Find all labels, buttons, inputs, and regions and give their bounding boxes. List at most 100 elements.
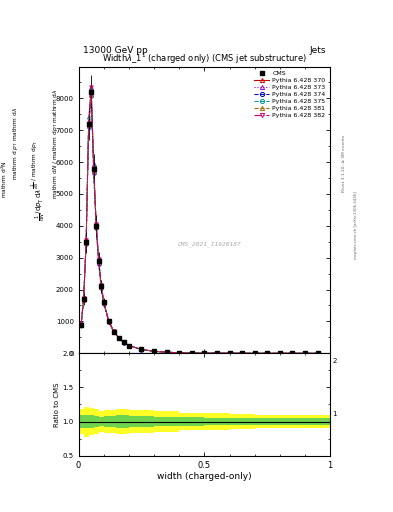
Pythia 6.428 373 bbox=[152, 348, 156, 354]
Pythia 6.428 382 bbox=[89, 84, 94, 91]
Pythia 6.428 374 bbox=[99, 285, 104, 291]
Pythia 6.428 381 bbox=[215, 350, 219, 356]
Pythia 6.428 373 bbox=[107, 318, 111, 325]
Pythia 6.428 374 bbox=[152, 348, 156, 354]
Pythia 6.428 374 bbox=[303, 350, 307, 356]
Pythia 6.428 373 bbox=[315, 350, 320, 356]
Pythia 6.428 370 bbox=[91, 164, 96, 170]
Line: Pythia 6.428 374: Pythia 6.428 374 bbox=[79, 94, 319, 355]
Pythia 6.428 370 bbox=[303, 350, 307, 356]
Pythia 6.428 382 bbox=[164, 349, 169, 355]
Text: mathrm d$N$ / mathrm d$p_\mathrm{T}$ mathrm d$\lambda$: mathrm d$N$ / mathrm d$p_\mathrm{T}$ mat… bbox=[51, 88, 59, 199]
Pythia 6.428 382 bbox=[112, 328, 116, 334]
Pythia 6.428 381 bbox=[84, 240, 88, 246]
Text: mcplots.cern.ch [arXiv:1306.3436]: mcplots.cern.ch [arXiv:1306.3436] bbox=[354, 191, 358, 259]
Pythia 6.428 381 bbox=[112, 329, 116, 335]
Pythia 6.428 370 bbox=[79, 322, 83, 328]
Pythia 6.428 381 bbox=[252, 350, 257, 356]
Pythia 6.428 373 bbox=[290, 350, 295, 356]
Pythia 6.428 375 bbox=[81, 295, 86, 301]
Pythia 6.428 382 bbox=[177, 350, 182, 356]
Pythia 6.428 382 bbox=[79, 321, 83, 327]
Pythia 6.428 382 bbox=[215, 350, 219, 356]
Pythia 6.428 370 bbox=[277, 350, 282, 356]
Text: mathrm d$^2$N: mathrm d$^2$N bbox=[0, 160, 9, 198]
Pythia 6.428 375 bbox=[215, 350, 219, 356]
Line: Pythia 6.428 382: Pythia 6.428 382 bbox=[79, 86, 319, 355]
Pythia 6.428 370 bbox=[101, 299, 106, 305]
Pythia 6.428 370 bbox=[99, 283, 104, 289]
Pythia 6.428 375 bbox=[265, 350, 270, 356]
Pythia 6.428 375 bbox=[116, 335, 121, 341]
Pythia 6.428 374 bbox=[86, 124, 91, 131]
Pythia 6.428 370 bbox=[96, 258, 101, 264]
Pythia 6.428 370 bbox=[94, 223, 99, 229]
Pythia 6.428 374 bbox=[112, 329, 116, 335]
Pythia 6.428 381 bbox=[89, 92, 94, 98]
Pythia 6.428 370 bbox=[215, 350, 219, 356]
Pythia 6.428 375 bbox=[86, 115, 91, 121]
Pythia 6.428 375 bbox=[84, 238, 88, 244]
Pythia 6.428 382 bbox=[84, 237, 88, 243]
Pythia 6.428 375 bbox=[112, 328, 116, 334]
Pythia 6.428 375 bbox=[101, 298, 106, 305]
Pythia 6.428 375 bbox=[277, 350, 282, 356]
Pythia 6.428 375 bbox=[164, 349, 169, 355]
Pythia 6.428 374 bbox=[252, 350, 257, 356]
Pythia 6.428 370 bbox=[227, 350, 232, 356]
Pythia 6.428 373 bbox=[81, 295, 86, 302]
Pythia 6.428 382 bbox=[252, 350, 257, 356]
Pythia 6.428 373 bbox=[303, 350, 307, 356]
Pythia 6.428 382 bbox=[86, 120, 91, 126]
Pythia 6.428 382 bbox=[96, 256, 101, 262]
Pythia 6.428 373 bbox=[99, 283, 104, 289]
Pythia 6.428 370 bbox=[139, 346, 144, 352]
Pythia 6.428 381 bbox=[81, 297, 86, 303]
Pythia 6.428 382 bbox=[290, 350, 295, 356]
Pythia 6.428 373 bbox=[252, 350, 257, 356]
Pythia 6.428 382 bbox=[202, 350, 207, 356]
Pythia 6.428 382 bbox=[81, 295, 86, 301]
Pythia 6.428 373 bbox=[116, 335, 121, 341]
Pythia 6.428 382 bbox=[139, 346, 144, 352]
Pythia 6.428 373 bbox=[127, 343, 131, 349]
Pythia 6.428 370 bbox=[152, 348, 156, 354]
Pythia 6.428 373 bbox=[84, 239, 88, 245]
Pythia 6.428 374 bbox=[139, 347, 144, 353]
Pythia 6.428 374 bbox=[101, 301, 106, 307]
Pythia 6.428 374 bbox=[84, 241, 88, 247]
Text: $\frac{1}{\mathrm{d}N} / \mathrm{d}p_{\mathrm{T}}\, \mathrm{d}\lambda$: $\frac{1}{\mathrm{d}N} / \mathrm{d}p_{\m… bbox=[34, 188, 48, 221]
Pythia 6.428 381 bbox=[315, 350, 320, 356]
Pythia 6.428 374 bbox=[107, 319, 111, 326]
Pythia 6.428 381 bbox=[99, 284, 104, 290]
Text: 13000 GeV pp: 13000 GeV pp bbox=[83, 46, 147, 55]
Pythia 6.428 374 bbox=[79, 322, 83, 328]
Line: Pythia 6.428 370: Pythia 6.428 370 bbox=[79, 87, 319, 355]
Line: Pythia 6.428 373: Pythia 6.428 373 bbox=[79, 87, 319, 355]
Pythia 6.428 382 bbox=[116, 335, 121, 341]
Text: 2: 2 bbox=[332, 358, 336, 364]
Y-axis label: Ratio to CMS: Ratio to CMS bbox=[54, 382, 60, 426]
Pythia 6.428 373 bbox=[177, 350, 182, 356]
Pythia 6.428 375 bbox=[79, 321, 83, 327]
Pythia 6.428 375 bbox=[202, 350, 207, 356]
Pythia 6.428 382 bbox=[152, 348, 156, 354]
Pythia 6.428 381 bbox=[164, 349, 169, 355]
Line: Pythia 6.428 375: Pythia 6.428 375 bbox=[79, 88, 319, 355]
Legend: CMS, Pythia 6.428 370, Pythia 6.428 373, Pythia 6.428 374, Pythia 6.428 375, Pyt: CMS, Pythia 6.428 370, Pythia 6.428 373,… bbox=[252, 70, 327, 119]
Pythia 6.428 370 bbox=[107, 318, 111, 324]
Pythia 6.428 370 bbox=[164, 349, 169, 355]
Pythia 6.428 381 bbox=[240, 350, 244, 356]
Pythia 6.428 370 bbox=[112, 329, 116, 335]
Pythia 6.428 374 bbox=[91, 170, 96, 177]
Pythia 6.428 373 bbox=[164, 349, 169, 355]
Pythia 6.428 381 bbox=[189, 350, 194, 356]
Pythia 6.428 374 bbox=[265, 350, 270, 356]
Line: Pythia 6.428 381: Pythia 6.428 381 bbox=[79, 93, 319, 355]
Pythia 6.428 373 bbox=[227, 350, 232, 356]
Pythia 6.428 375 bbox=[315, 350, 320, 356]
Pythia 6.428 381 bbox=[107, 319, 111, 325]
Pythia 6.428 381 bbox=[94, 224, 99, 230]
Pythia 6.428 381 bbox=[177, 350, 182, 356]
Pythia 6.428 381 bbox=[277, 350, 282, 356]
